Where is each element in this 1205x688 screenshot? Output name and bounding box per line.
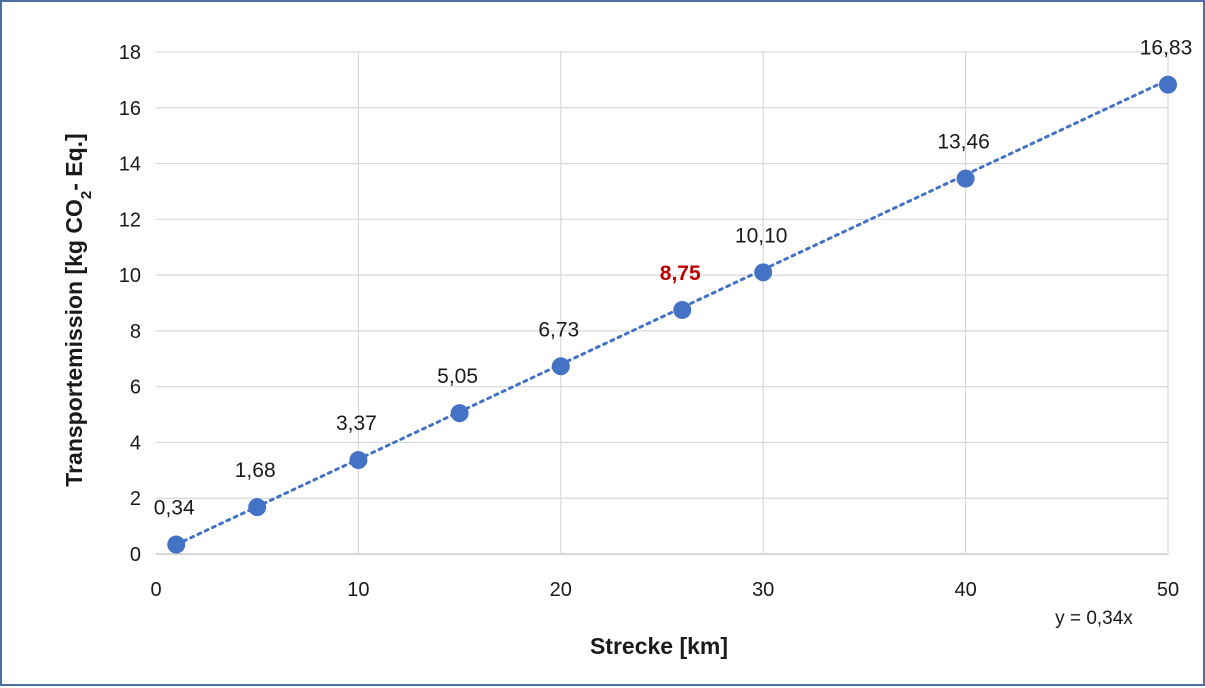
grid	[156, 51, 1169, 555]
y-axis-title: Transportemission [kg CO2- Eq.]	[61, 133, 95, 486]
data-point	[956, 169, 975, 188]
y-tick-label: 14	[119, 154, 141, 176]
x-tick-label: 20	[550, 579, 572, 601]
x-tick-label: 0	[150, 579, 161, 601]
data-point	[754, 263, 773, 282]
x-axis-title: Strecke [km]	[590, 633, 728, 659]
data-label: 3,37	[336, 412, 377, 435]
trendline-equation: y = 0,34x	[1055, 608, 1133, 629]
y-tick-label: 0	[130, 544, 141, 566]
data-label: 6,73	[538, 318, 579, 341]
y-tick-label: 8	[130, 321, 141, 343]
y-tick-label: 18	[119, 42, 141, 64]
trendline	[174, 78, 1170, 547]
y-tick-label: 4	[130, 432, 141, 454]
y-tick-label: 2	[130, 488, 141, 510]
trendline-layer	[174, 78, 1170, 547]
data-point	[450, 404, 469, 423]
x-tick-label: 50	[1157, 579, 1179, 601]
x-tick-label: 40	[954, 579, 976, 601]
y-tick-label: 6	[130, 377, 141, 399]
data-label: 0,34	[154, 497, 195, 520]
data-point	[167, 535, 186, 554]
data-point	[1159, 75, 1177, 94]
x-tick-label: 10	[347, 579, 369, 601]
x-tick-label: 30	[752, 579, 774, 601]
y-tick-label: 16	[119, 98, 141, 120]
y-axis-title-main: Transportemission [kg CO	[61, 199, 87, 487]
data-point	[551, 357, 570, 376]
data-points	[167, 75, 1177, 554]
axes: 0 2 4 6 8 10 12 14 16 18 0 10 20 30 40 50	[119, 42, 1179, 601]
data-label: 10,10	[735, 224, 788, 247]
y-tick-label: 10	[119, 265, 141, 287]
data-point	[349, 451, 368, 470]
data-label: 16,83	[1140, 37, 1193, 60]
data-label-highlighted: 8,75	[660, 262, 701, 285]
data-label: 1,68	[235, 459, 276, 482]
data-label: 5,05	[437, 365, 478, 388]
y-axis-title-suffix: - Eq.]	[61, 133, 87, 191]
y-tick-label: 12	[119, 209, 141, 231]
data-labels: 0,34 1,68 3,37 5,05 6,73 8,75 10,10 13,46 16,83	[154, 37, 1192, 520]
y-axis-title-subscript: 2	[78, 191, 95, 199]
data-point	[248, 498, 267, 517]
data-point	[673, 300, 692, 319]
data-label: 13,46	[937, 131, 990, 154]
